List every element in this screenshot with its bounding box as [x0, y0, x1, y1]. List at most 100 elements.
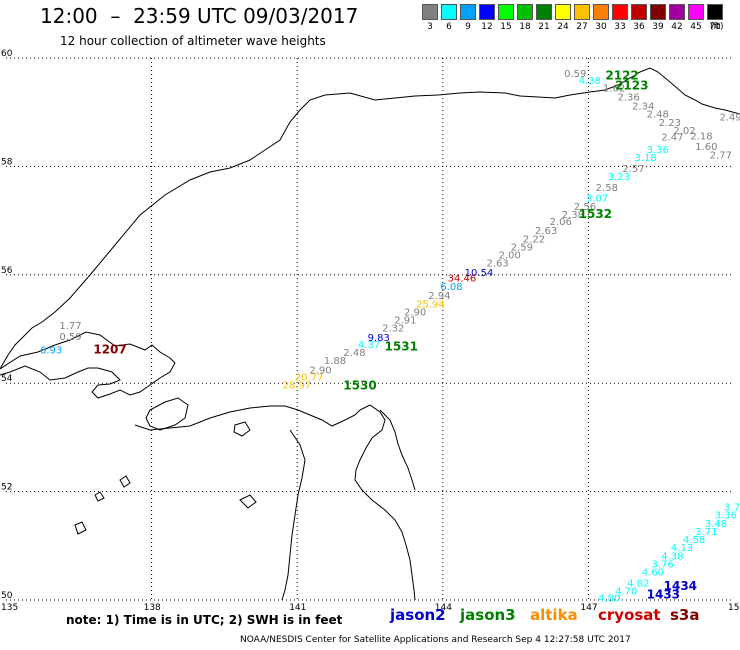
wave-height-value: 20.77 [295, 372, 324, 383]
y-tick-label: 60 [1, 49, 13, 59]
wave-height-value: 25.94 [416, 299, 445, 310]
y-tick-label: 56 [1, 266, 13, 276]
observation-labels: 0.594.381.622.362.342.482.232.022.47 2.18… [40, 69, 740, 605]
wave-height-value: 0.59 [59, 332, 81, 343]
wave-height-value: 2.00 [499, 251, 521, 262]
wave-height-value: 2.22 [523, 234, 545, 245]
wave-height-value: 4.82 [627, 578, 649, 589]
wave-height-value: 3.76 [651, 559, 673, 570]
color-scale-swatch [479, 4, 495, 20]
wave-height-value: 4.37 [358, 340, 380, 351]
pass-time-label: 1434 [664, 579, 697, 593]
coastline-north [0, 67, 740, 370]
y-tick-label: 50 [1, 591, 13, 601]
color-scale-swatch [631, 4, 647, 20]
axis-tick-labels: 135 138 141 144 147 150 50 52 54 56 58 60 [1, 49, 740, 613]
color-scale-swatch [498, 4, 514, 20]
wave-height-value: 3.07 [586, 194, 608, 205]
y-tick-label: 54 [1, 374, 13, 384]
color-scale-swatch [669, 4, 685, 20]
wave-height-value: 34.46 [448, 273, 477, 284]
wave-height-value: 2.32 [382, 324, 404, 335]
wave-height-value: 2.56 [574, 202, 596, 213]
color-scale-swatch [688, 4, 704, 20]
footer-credit: NOAA/NESDIS Center for Satellite Applica… [240, 635, 631, 645]
wave-height-value: 9.83 [368, 333, 390, 344]
color-scale-label: 45 [690, 22, 702, 32]
color-scale-label: 27 [576, 22, 588, 32]
coastline-sakhalin-east [379, 409, 416, 491]
x-tick-label: 150 [728, 603, 740, 613]
pass-time-label: 1531 [385, 340, 418, 354]
color-scale-swatch [650, 4, 666, 20]
color-scale-label: 6 [446, 22, 452, 32]
wave-height-value: 3.71 [695, 527, 717, 538]
wave-height-value: 2.34 [632, 101, 654, 112]
color-scale-label: 70 [709, 22, 721, 32]
color-scale-swatch [460, 4, 476, 20]
satellite-legend-item: jason2 [390, 606, 446, 624]
color-scale-swatch [574, 4, 590, 20]
shantar-island [145, 397, 189, 431]
wave-height-value: 10.54 [465, 268, 494, 279]
satellite-legend-item: s3a [670, 606, 700, 624]
wave-height-value: 4.58 [683, 535, 705, 546]
satellite-legend-item: cryosat [598, 606, 661, 624]
wave-height-value: 2.36 [618, 92, 640, 103]
wave-height-value: 2.63 [535, 226, 557, 237]
coastline-west [134, 404, 416, 601]
wave-height-value: 1.60 [695, 142, 717, 153]
pass-time-label: 1433 [647, 587, 680, 601]
color-scale-swatch [593, 4, 609, 20]
pass-time-label: 1532 [579, 207, 612, 221]
wave-height-value: 2.90 [404, 307, 426, 318]
island-small-1 [233, 421, 251, 437]
pass-time-label: 1530 [343, 379, 376, 393]
color-scale-label: 36 [633, 22, 645, 32]
satellite-legend-item: jason3 [460, 606, 516, 624]
color-scale-label: 21 [538, 22, 550, 32]
y-tick-label: 52 [1, 483, 12, 493]
color-scale-label: 12 [481, 22, 493, 32]
wave-height-value: 4.13 [671, 543, 693, 554]
wave-height-value: 2.48 [343, 348, 365, 359]
wave-height-value: 6.08 [440, 282, 462, 293]
coastline-mainland [281, 429, 306, 601]
wave-height-value: 2.90 [309, 365, 331, 376]
wave-height-value: 2.47 [661, 132, 683, 143]
x-tick-label: 147 [580, 603, 597, 613]
island-small-4 [94, 491, 105, 502]
color-scale-label: 42 [671, 22, 683, 32]
color-scale-label: 39 [652, 22, 664, 32]
wave-height-value: 1.77 [59, 321, 81, 332]
color-scale-unit: (ft) [710, 22, 724, 32]
note-text: note: 1) Time is in UTC; 2) SWH is in fe… [66, 613, 343, 627]
color-scale-label: 33 [614, 22, 626, 32]
wave-height-value: 4.60 [642, 568, 664, 579]
wave-height-value: 6.93 [40, 345, 62, 356]
wave-height-value: 2.23 [659, 118, 681, 129]
x-tick-label: 141 [289, 603, 306, 613]
lat-lon-grid [6, 57, 734, 601]
wave-height-value: 3.23 [608, 172, 630, 183]
wave-height-value: 1.88 [324, 356, 346, 367]
color-scale-swatch [517, 4, 533, 20]
wave-height-value: 2.18 [690, 131, 712, 142]
wave-height-value: 2.48 [647, 110, 669, 121]
color-scale-label: 9 [465, 22, 471, 32]
wave-height-value: 4.38 [661, 551, 683, 562]
color-scale-swatch [422, 4, 438, 20]
wave-height-value: 4.70 [615, 587, 637, 598]
wave-height-value: 28.97 [283, 381, 312, 392]
pass-time-label: 2123 [615, 78, 648, 92]
wave-height-value: 3.18 [635, 153, 657, 164]
wave-height-value: 2.38 [562, 210, 584, 221]
color-scale-swatch [441, 4, 457, 20]
coastline [0, 67, 740, 601]
wave-height-value: 3.48 [705, 519, 727, 530]
wave-height-value: 2.77 [710, 150, 732, 161]
wave-height-value: 2.59 [511, 242, 533, 253]
wave-height-value: 0.59 [564, 69, 586, 80]
wave-height-value: 2.02 [673, 126, 695, 137]
